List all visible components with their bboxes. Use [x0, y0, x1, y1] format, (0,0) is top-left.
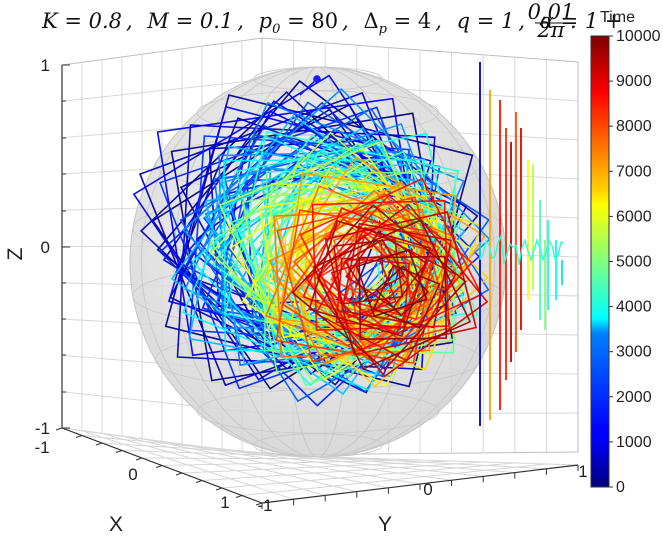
colorbar-title: Time	[600, 9, 635, 26]
colorbar-tick-label: 5000	[616, 254, 652, 271]
colorbar-tick-label: 6000	[616, 208, 652, 225]
trajectory-segment	[372, 264, 441, 329]
colorbar-tick-label: 7000	[616, 163, 652, 180]
z-axis-ticks: 1 0 -1	[35, 56, 70, 438]
title-q: q = 1	[457, 9, 515, 33]
colorbar-tick-label: 8000	[616, 118, 652, 135]
colorbar-tick-label: 3000	[616, 344, 652, 361]
trajectory-segment	[218, 140, 450, 360]
x-tick-mark	[135, 457, 143, 461]
y-tick-label: -1	[257, 496, 272, 515]
colorbar: Time 0 1000 2000 3000 4000 5000 6000 7000 8000 90…	[590, 9, 661, 496]
title-end: .	[570, 9, 577, 33]
x-tick-mark	[75, 435, 83, 438]
y-tick-label: 1	[578, 462, 587, 481]
trajectory-segment	[333, 238, 404, 305]
x-tick-mark	[195, 480, 203, 483]
trajectory-segment	[184, 101, 465, 369]
grid-line	[61, 79, 263, 102]
trajectory-segment	[355, 248, 428, 318]
y-axis-label: Y	[378, 513, 392, 536]
title-dp-val: = 4	[387, 9, 431, 33]
trajectory-segment	[182, 134, 452, 391]
trajectory-segment	[291, 203, 467, 371]
projection-trace	[479, 233, 565, 266]
trajectory-segment	[175, 117, 402, 333]
grid-line	[241, 463, 547, 496]
x-axis-label: X	[109, 513, 123, 536]
x-tick-mark	[55, 427, 63, 431]
z-tick-label: 1	[41, 56, 50, 75]
title-frac-den: 2π	[536, 18, 565, 42]
x-tick-mark	[235, 495, 243, 498]
title-dp-sub: p	[379, 22, 388, 37]
trajectory-segment	[330, 211, 441, 316]
trajectory-segment	[170, 112, 454, 382]
colorbar-tick-label: 10000	[616, 28, 661, 45]
trajectory-segment	[341, 222, 453, 329]
grid-line	[221, 462, 515, 489]
title-p0: p	[259, 9, 272, 33]
trajectory-segment	[358, 255, 448, 341]
x-tick-mark	[255, 502, 263, 506]
title-dp: Δ	[363, 9, 378, 33]
trajectory-segment	[312, 219, 472, 370]
trajectory-segment	[324, 211, 477, 356]
title-p0-val: = 80	[280, 9, 338, 33]
svg-text:K = 0.8, M = 0.1,: K = 0.8, M = 0.1, p0 = 80, Δp = 4, q = 1…	[41, 9, 623, 37]
trajectory-segment	[316, 241, 418, 338]
x-tick-mark	[95, 442, 103, 446]
wall-projection	[479, 62, 565, 426]
z-axis-label: Z	[4, 247, 27, 260]
sphere-longitude	[140, 66, 496, 458]
z-tick-label: -1	[35, 419, 50, 438]
trajectory-segment	[335, 257, 410, 329]
colorbar-tick-label: 4000	[616, 299, 652, 316]
title-m: M = 0.1	[146, 9, 233, 33]
x-tick-label: 0	[128, 465, 137, 484]
colorbar-tick-label: 0	[616, 479, 625, 496]
trajectory-segment	[275, 186, 434, 337]
x-tick-mark	[115, 450, 123, 453]
grid-line	[161, 441, 421, 485]
z-tick-label: 0	[41, 238, 50, 257]
x-tick-label: -1	[34, 438, 49, 457]
grid-line	[181, 460, 452, 474]
x-tick-mark	[215, 487, 223, 491]
trajectory-segment	[159, 106, 457, 390]
trajectory-segment	[375, 265, 430, 317]
grid-line	[201, 461, 484, 481]
chart-title: K = 0.8, M = 0.1, p0 = 80, Δp = 4, q = 1…	[41, 0, 623, 42]
trajectory-segment	[299, 177, 483, 352]
y-axis-ticks: -1 0 1	[257, 462, 587, 515]
x-axis-ticks: -1 0 1	[34, 438, 229, 512]
trajectory-segment	[251, 194, 410, 345]
title-p0-sub: 0	[272, 22, 280, 37]
title-frac-num: 0.01	[528, 0, 575, 24]
colorbar-tick-label: 2000	[616, 389, 652, 406]
y-tick-label: 0	[423, 480, 432, 499]
colorbar-tick-label: 1000	[616, 434, 652, 451]
title-alpha: α = 1 +	[540, 9, 623, 33]
trajectory-segment	[354, 227, 424, 294]
colorbar-tick-label: 9000	[616, 73, 652, 90]
trajectory	[132, 74, 491, 407]
x-tick-label: 1	[220, 493, 229, 512]
trajectory-segment	[305, 203, 489, 378]
trajectory-segment	[241, 165, 476, 387]
x-tick-mark	[175, 472, 183, 476]
title-k: K = 0.8	[41, 9, 122, 33]
x-tick-mark	[155, 465, 163, 468]
